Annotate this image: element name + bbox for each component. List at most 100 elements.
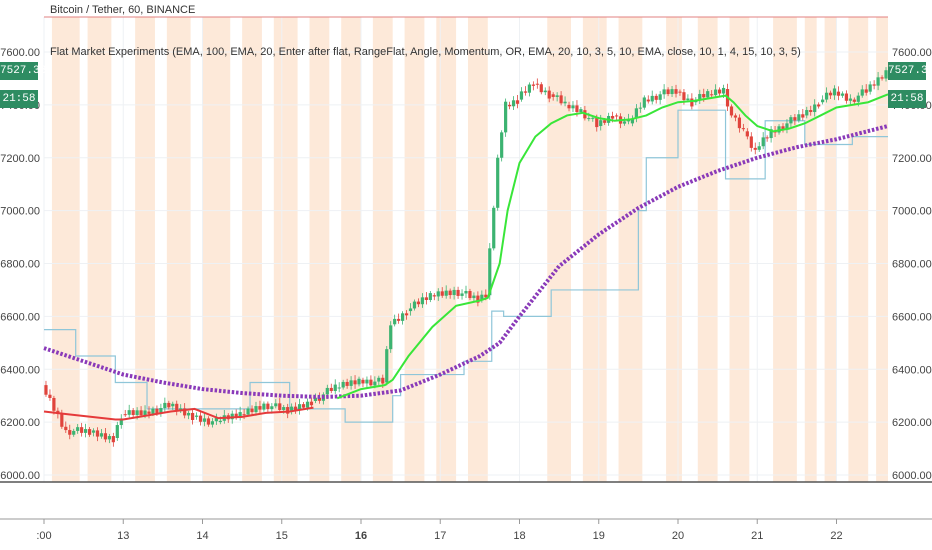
- candle-body: [214, 417, 218, 422]
- candle-body: [52, 397, 56, 411]
- candle-body: [357, 378, 361, 385]
- candle-body: [876, 77, 880, 86]
- candle-body: [127, 410, 131, 415]
- candle-body: [658, 94, 662, 100]
- flat-zone-6: [273, 17, 298, 482]
- candle-body: [290, 406, 294, 412]
- x-tick-label: 21: [751, 530, 763, 542]
- ema20-layer: [43, 93, 889, 421]
- y-tick-right: 7200.00: [892, 153, 932, 165]
- flat-zone-11: [436, 17, 457, 482]
- candle-body: [733, 115, 738, 118]
- candle-body: [404, 313, 409, 316]
- candle-body: [591, 117, 595, 119]
- y-axis-right[interactable]: 6000.00 6200.00 6400.00 6600.00 6800.00 7000.…: [892, 47, 932, 482]
- candle-body: [448, 290, 452, 296]
- candle-body: [654, 95, 658, 100]
- candle-body: [84, 429, 88, 433]
- flat-zone-3: [166, 17, 191, 482]
- candle-body: [325, 387, 329, 395]
- y-tick-left: 6600.00: [0, 311, 40, 323]
- y-tick-right: 6000.00: [892, 470, 932, 482]
- candle-body: [460, 293, 464, 296]
- candle-body: [710, 94, 714, 96]
- candle-body: [456, 289, 460, 296]
- candle-body: [80, 427, 84, 433]
- candle-body: [500, 132, 504, 158]
- candle-body: [785, 123, 789, 130]
- candle-body: [579, 109, 583, 113]
- candle-body: [805, 110, 809, 116]
- flat-zone-14: [582, 17, 607, 482]
- y-tick-right: 7600.00: [892, 47, 932, 59]
- candle-body: [159, 408, 163, 414]
- candle-body: [527, 84, 531, 93]
- candle-body: [155, 408, 159, 414]
- candle-body: [198, 415, 203, 422]
- candle-body: [420, 297, 425, 305]
- candle-body: [824, 92, 829, 100]
- candle-body: [266, 403, 270, 410]
- ema20-below-line: [43, 406, 314, 421]
- candle-body: [840, 93, 845, 96]
- indicator-legend[interactable]: Flat Market Experiments (EMA, 100, EMA, …: [50, 46, 801, 58]
- candle-body: [543, 90, 547, 93]
- candle-body: [484, 294, 488, 298]
- candle-body: [381, 377, 385, 384]
- candle-body: [717, 89, 722, 94]
- candle-body: [880, 77, 884, 79]
- y-tick-left: 7600.00: [0, 47, 40, 59]
- x-tick-label: 14: [196, 530, 208, 542]
- candle-body: [729, 106, 734, 116]
- candle-body: [809, 110, 813, 113]
- candle-body: [416, 301, 421, 305]
- candle-body: [642, 97, 646, 108]
- x-tick-label: 13: [117, 530, 129, 542]
- candle-body: [171, 403, 175, 407]
- candle-body: [551, 94, 555, 97]
- flat-zone-20: [804, 17, 817, 482]
- flat-zone-13: [547, 17, 572, 482]
- x-axis[interactable]: :00 13 14 15 16 17 18 19 20 21 22: [36, 519, 843, 542]
- y-tick-right: 6600.00: [892, 311, 932, 323]
- candle-body: [832, 88, 837, 96]
- flat-zone-18: [729, 17, 750, 482]
- candle-body: [369, 379, 373, 386]
- ema100-series-line: [43, 124, 889, 400]
- candle-body: [337, 387, 341, 389]
- candle-body: [274, 403, 278, 407]
- candle-body: [294, 406, 298, 411]
- candle-body: [60, 414, 64, 427]
- candle-body: [765, 137, 769, 139]
- candle-body: [531, 84, 535, 86]
- candle-body: [492, 207, 496, 249]
- flat-zone-1: [87, 17, 112, 482]
- candle-body: [218, 420, 222, 423]
- candle-body: [714, 89, 718, 96]
- candle-body: [187, 412, 191, 416]
- candle-body: [571, 105, 575, 109]
- candle-body: [385, 349, 389, 383]
- candle-body: [68, 430, 72, 435]
- flat-zone-10: [404, 17, 425, 482]
- y-tick-left: 6400.00: [0, 364, 40, 376]
- candle-body: [741, 128, 745, 130]
- candle-body: [305, 401, 310, 408]
- candle-body: [408, 308, 413, 312]
- candle-body: [254, 406, 258, 413]
- candle-body: [864, 89, 868, 93]
- candle-body: [488, 248, 492, 296]
- candle-body: [44, 385, 48, 395]
- candle-body: [559, 95, 563, 104]
- x-tick-label: 15: [276, 530, 288, 542]
- candle-body: [210, 421, 215, 425]
- candle-body: [757, 146, 761, 150]
- candle-body: [599, 120, 603, 127]
- candle-body: [424, 297, 428, 300]
- candle-body: [234, 413, 238, 418]
- candle-body: [436, 291, 440, 297]
- candle-body: [389, 325, 393, 350]
- candle-body: [666, 89, 670, 95]
- x-tick-label: :00: [36, 530, 51, 542]
